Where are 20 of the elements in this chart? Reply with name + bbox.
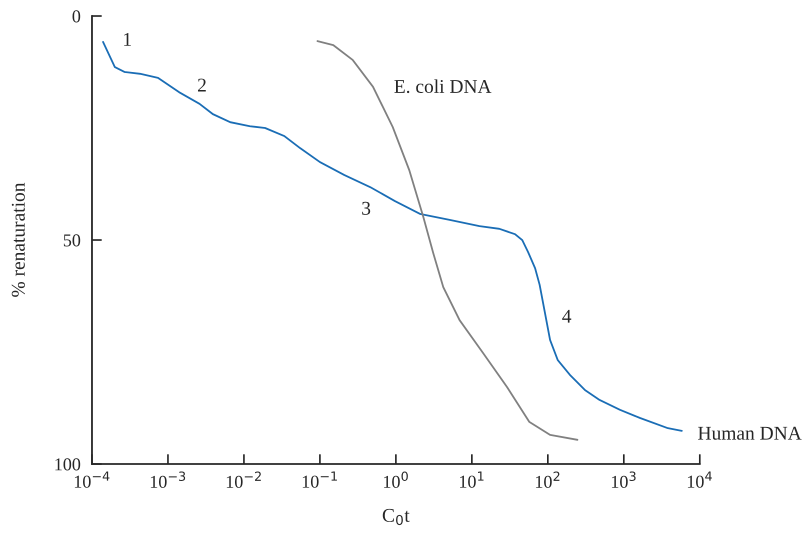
x-tick-label: 10$^{3}$ (612, 471, 636, 488)
annotation: 1 (124, 32, 131, 46)
x-tick-label: 10$^{−1}$ (302, 471, 337, 488)
annotation: Human DNA (698, 426, 802, 440)
y-axis-title: % renaturation (12, 182, 25, 297)
x-tick-label: 10$^{−4}$ (74, 471, 110, 488)
y-tick-label: 100 (55, 458, 80, 470)
x-tick-label: 10$^{1}$ (460, 471, 484, 488)
annotation: 3 (362, 202, 370, 215)
annotation: 4 (562, 310, 572, 323)
x-tick-label: 10$^{2}$ (536, 471, 560, 488)
annotation: 2 (198, 78, 206, 92)
x-tick-label: 10$^{−3}$ (150, 471, 186, 488)
annotation: E. coli DNA (394, 79, 492, 94)
y-tick-label: 0 (72, 10, 80, 22)
y-tick-label: 50 (64, 234, 80, 246)
x-axis-title: C$_{0}$t (382, 508, 410, 526)
x-tick-label: 10$^{−2}$ (226, 471, 261, 488)
x-tick-label: 10$^{4}$ (688, 471, 712, 488)
x-tick-label: 10$^{0}$ (384, 471, 408, 488)
